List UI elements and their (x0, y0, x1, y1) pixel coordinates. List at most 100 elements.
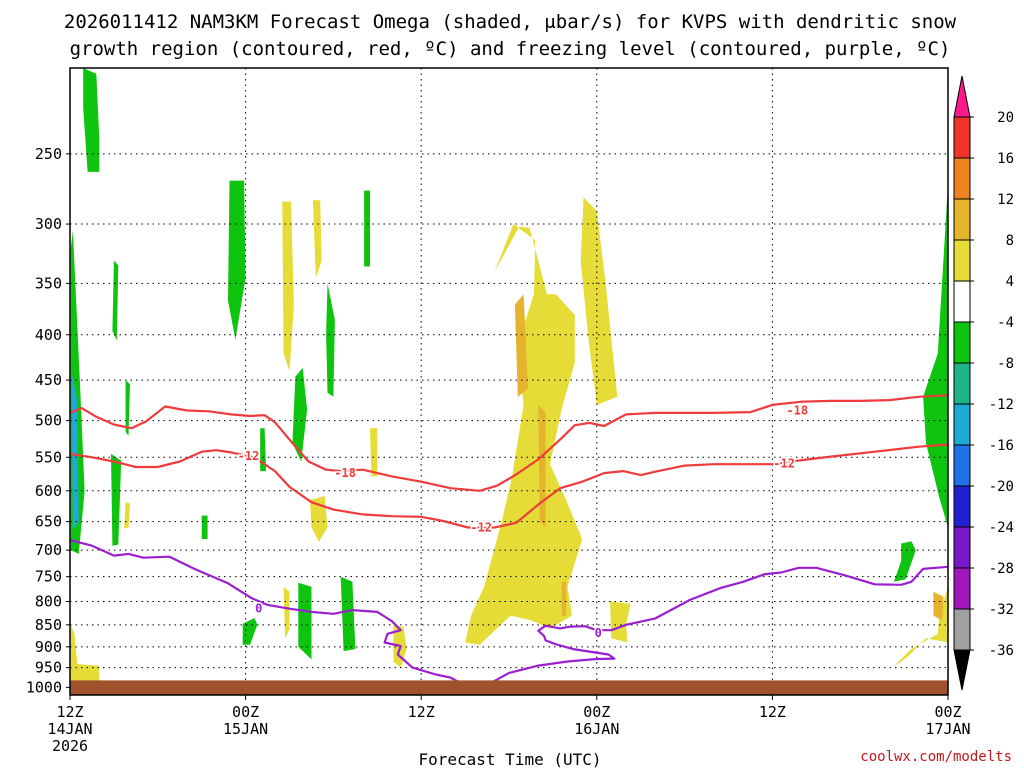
omega-region-sinking-light (282, 201, 294, 372)
omega-region-sinking-light (312, 200, 322, 278)
chart-title-line-1: 2026011412 NAM3KM Forecast Omega (shaded… (64, 11, 957, 33)
x-axis-label: Forecast Time (UTC) (418, 750, 601, 768)
colorbar-swatch (953, 321, 971, 364)
omega-region-sinking-moderate (561, 581, 567, 616)
y-tick-label: 950 (35, 659, 62, 677)
colorbar-swatch (953, 239, 971, 282)
colorbar-tick-label: -16 (989, 438, 1014, 454)
omega-region-rising (923, 183, 948, 528)
y-tick-label: 400 (35, 326, 62, 344)
omega-region-rising (340, 576, 356, 652)
omega-region-rising (201, 515, 208, 539)
x-tick-label: 12Z (408, 703, 435, 721)
x-tick-label: 16JAN (574, 720, 619, 738)
colorbar-tick-label: -36 (989, 643, 1014, 659)
omega-region-sinking-light (70, 663, 100, 684)
contour-label: 0 (255, 602, 262, 616)
x-tick-label: 17JAN (925, 720, 970, 738)
colorbar-tick-label: -4 (997, 315, 1014, 331)
colorbar-swatch (953, 157, 971, 200)
grid (70, 68, 948, 695)
chart-title-line-2: growth region (contoured, red, ºC) and f… (70, 38, 951, 60)
x-tick-label: 00Z (232, 703, 259, 721)
contour--18C (70, 394, 948, 492)
y-tick-label: 250 (35, 145, 62, 163)
plot-frame (69, 67, 949, 696)
omega-region-rising (228, 180, 246, 340)
y-tick-label: 700 (35, 541, 62, 559)
colorbar-swatch (953, 608, 971, 651)
colorbar-swatch (953, 526, 971, 569)
x-tick-label: 15JAN (223, 720, 268, 738)
colorbar-tick-label: 12 (997, 192, 1014, 208)
y-tick-label: 450 (35, 371, 62, 389)
colorbar-swatch (953, 362, 971, 405)
contour--12C (70, 443, 948, 529)
contour-label: -18 (786, 403, 808, 417)
colorbar-tick-label: 8 (1006, 233, 1014, 249)
colorbar-tick-label: -28 (989, 561, 1014, 577)
y-tick-label: 500 (35, 412, 62, 430)
colorbar-swatch (953, 444, 971, 487)
colorbar-tick-label: -24 (989, 520, 1014, 536)
omega-region-rising (364, 190, 370, 267)
colorbar-top-arrow (953, 75, 971, 118)
y-tick-label: 300 (35, 215, 62, 233)
omega-region-rising (260, 428, 267, 472)
omega-region-rising (893, 541, 916, 582)
colorbar-swatch (953, 567, 971, 610)
contour-label: -12 (773, 457, 795, 471)
y-tick-label: 650 (35, 513, 62, 531)
y-tick-label: 750 (35, 568, 62, 586)
omega-region-sinking-light (283, 586, 290, 639)
terrain (70, 680, 948, 695)
plot-area: -18-18-12-12-12000 (69, 67, 949, 696)
y-tick-label: 350 (35, 274, 62, 292)
colorbar-tick-label: -20 (989, 479, 1014, 495)
omega-region-sinking-light (465, 224, 583, 645)
omega-region-rising (83, 68, 100, 172)
omega-region-rising (326, 283, 335, 397)
omega-region-sinking-light (580, 197, 618, 405)
omega-region-sinking-light (310, 495, 328, 542)
colorbar-bottom-arrow (953, 649, 971, 691)
omega-region-sinking-moderate (538, 404, 546, 528)
x-tick-label: 00Z (583, 703, 610, 721)
y-tick-label: 800 (35, 593, 62, 611)
y-tick-label: 900 (35, 638, 62, 656)
credit-text: coolwx.com/modelts (860, 749, 1012, 765)
omega-region-rising (125, 380, 130, 436)
contour-label: -12 (238, 449, 260, 463)
colorbar-swatch (953, 116, 971, 159)
omega-region-rising (112, 260, 119, 341)
contour-label: 0 (595, 626, 602, 640)
y-tick-label: 600 (35, 482, 62, 500)
omega-region-rising (292, 367, 308, 462)
colorbar: 20 16 12 8 4 -4 -8 -12 -16 -20 -24 -28 -32 -36 (953, 75, 1014, 691)
colorbar-swatch (953, 280, 971, 323)
omega-region-rising (111, 453, 122, 546)
contour-freezing-level-0C (70, 539, 948, 689)
colorbar-tick-label: -32 (989, 602, 1014, 618)
x-tick-label: 14JAN (47, 720, 92, 738)
omega-region-sinking-light (610, 601, 631, 643)
colorbar-tick-label: 20 (997, 110, 1014, 126)
colorbar-swatch (953, 403, 971, 446)
omega-region-sinking-moderate (933, 591, 944, 621)
x-tick-label: 12Z (759, 703, 786, 721)
omega-region-rising (298, 582, 312, 660)
y-tick-label: 550 (35, 448, 62, 466)
y-tick-label: 850 (35, 616, 62, 634)
x-tick-label: 12Z (56, 703, 83, 721)
chart-title: 2026011412 NAM3KM Forecast Omega (shaded… (64, 11, 957, 60)
colorbar-tick-label: 16 (997, 151, 1014, 167)
omega-region-sinking-light (370, 428, 378, 477)
colorbar-tick-label: -12 (989, 397, 1014, 413)
omega-region-sinking-moderate (514, 294, 528, 397)
y-axis: 250 300 350 400 450 500 550 600 650 700 750 800 850 9… (26, 145, 70, 696)
contour-label: -18 (334, 466, 356, 480)
colorbar-tick-label: 4 (1006, 274, 1014, 290)
contour-label: -12 (470, 520, 492, 534)
